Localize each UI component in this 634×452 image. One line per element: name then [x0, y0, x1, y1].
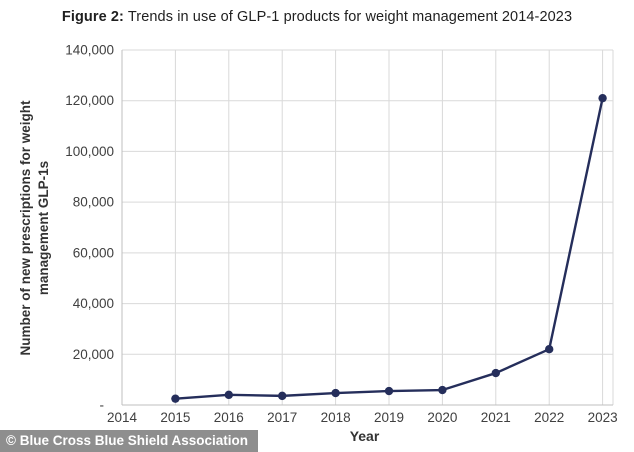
x-tick-label-2015: 2015 [160, 410, 190, 425]
data-point-2020 [438, 385, 447, 395]
data-point-2019 [384, 386, 394, 396]
data-point-2017 [278, 391, 287, 401]
y-axis-title-line-1: Number of new prescriptions for weight [18, 100, 33, 356]
x-tick-label-2018: 2018 [321, 410, 351, 425]
data-point-2023 [598, 93, 607, 103]
data-point-2018 [331, 388, 340, 398]
x-tick-label-2020: 2020 [427, 410, 457, 425]
y-tick-label-80000: 80,000 [73, 195, 114, 210]
data-point-2021 [491, 368, 500, 378]
y-tick-label-0: - [100, 398, 105, 413]
x-tick-label-2014: 2014 [107, 410, 138, 425]
x-tick-label-2017: 2017 [267, 410, 297, 425]
figure-title-text: Trends in use of GLP-1 products for weig… [127, 9, 573, 25]
figure-title-prefix: Figure 2: [61, 9, 124, 25]
y-tick-label-20000: 20,000 [73, 347, 114, 362]
x-axis-title: Year [349, 428, 380, 444]
y-axis-title: Number of new prescriptions for weight m… [17, 44, 55, 412]
watermark: © Blue Cross Blue Shield Association [0, 430, 258, 452]
y-tick-label-100000: 100,000 [65, 144, 114, 159]
x-tick-label-2016: 2016 [214, 410, 244, 425]
x-tick-label-2021: 2021 [481, 410, 511, 425]
y-axis-title-line-2: management GLP-1s [36, 160, 51, 296]
data-point-2015 [171, 394, 180, 403]
y-tick-label-140000: 140,000 [65, 43, 114, 58]
y-tick-label-40000: 40,000 [73, 296, 114, 311]
figure-title: Figure 2: Trends in use of GLP-1 product… [0, 9, 634, 25]
y-tick-label-60000: 60,000 [73, 245, 114, 260]
data-point-2022 [545, 345, 554, 354]
x-tick-label-2019: 2019 [374, 410, 404, 425]
y-tick-label-120000: 120,000 [65, 93, 114, 108]
x-tick-label-2023: 2023 [588, 410, 618, 425]
data-point-2016 [224, 390, 233, 400]
x-tick-label-2022: 2022 [534, 410, 564, 425]
